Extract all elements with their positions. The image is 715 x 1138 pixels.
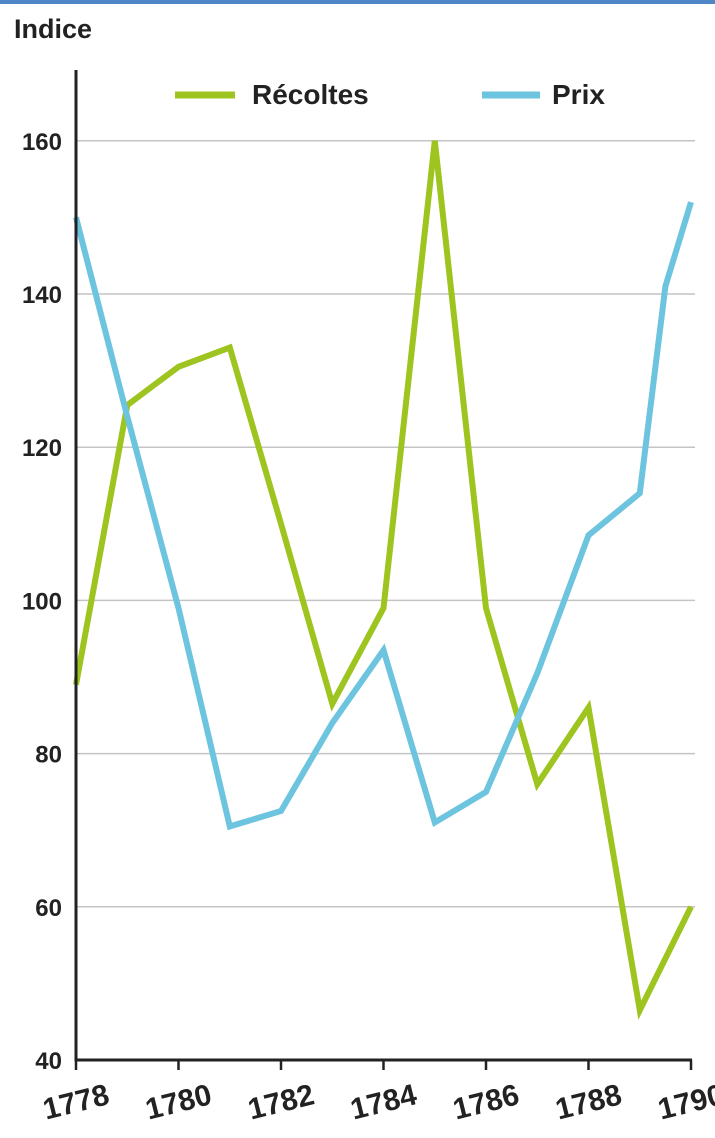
series-line-prix bbox=[73, 201, 694, 831]
y-tick-label: 160 bbox=[22, 129, 62, 156]
x-tick-labels: 1778 1780 1782 1784 1786 1788 1790 bbox=[40, 1078, 715, 1126]
y-tick-labels: 40 60 80 100 120 140 160 bbox=[22, 129, 62, 1075]
x-tick-label: 1790 bbox=[655, 1078, 715, 1126]
top-border bbox=[0, 0, 715, 4]
series-lines bbox=[73, 140, 694, 1020]
x-tick-label: 1778 bbox=[40, 1078, 113, 1126]
legend: Récoltes Prix bbox=[175, 79, 605, 110]
y-tick-label: 40 bbox=[35, 1048, 62, 1075]
y-axis-title: Indice bbox=[14, 14, 92, 44]
legend-label-recoltes: Récoltes bbox=[252, 79, 369, 110]
y-tick-label: 100 bbox=[22, 588, 62, 615]
y-tick-label: 120 bbox=[22, 435, 62, 462]
axes bbox=[74, 70, 693, 1070]
y-tick-label: 80 bbox=[35, 742, 62, 769]
x-tick-label: 1784 bbox=[347, 1078, 420, 1126]
x-tick-label: 1788 bbox=[552, 1078, 625, 1126]
y-tick-label: 140 bbox=[22, 282, 62, 309]
x-tick-label: 1786 bbox=[450, 1078, 523, 1126]
series-line-recoltes bbox=[73, 140, 694, 1020]
x-tick-label: 1780 bbox=[142, 1078, 215, 1126]
legend-label-prix: Prix bbox=[552, 79, 605, 110]
x-tick-label: 1782 bbox=[245, 1078, 318, 1126]
y-tick-label: 60 bbox=[35, 895, 62, 922]
